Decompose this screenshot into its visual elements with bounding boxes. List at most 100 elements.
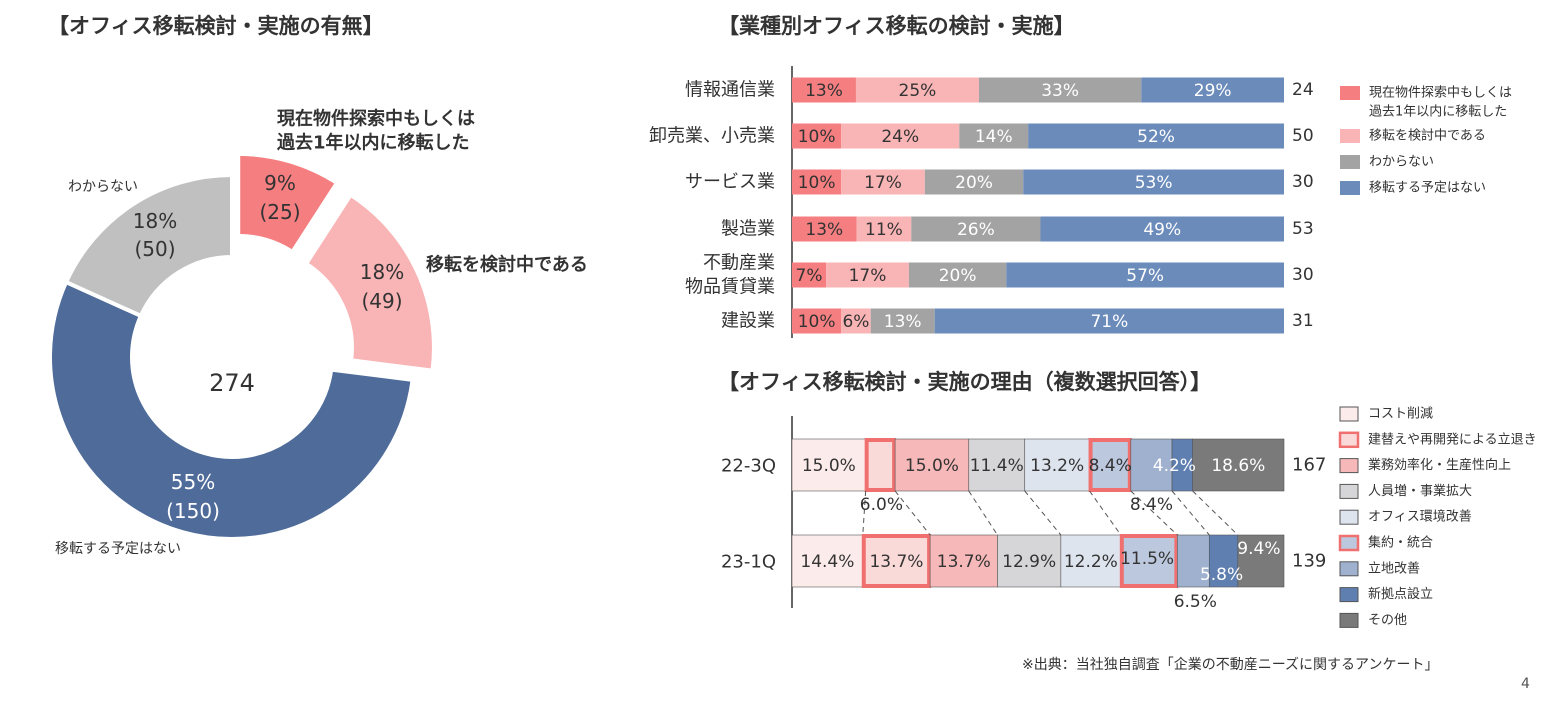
reasons-segment-label: 15.0%: [905, 456, 959, 476]
industry-segment-label: 29%: [1194, 81, 1232, 101]
industry-bar-segment: [855, 77, 979, 103]
industry-segment-label: 24%: [881, 127, 919, 147]
reasons-row-label: 23-1Q: [721, 552, 776, 573]
industry-segment-label: 52%: [1137, 127, 1175, 147]
reasons-bar-segment: [1060, 534, 1122, 588]
industry-n-label: 24: [1292, 80, 1314, 100]
donut-slice: [236, 151, 340, 255]
reasons-legend-label: その他: [1368, 613, 1407, 628]
reasons-bar-segment: [894, 438, 970, 492]
reasons-bar-segment: [791, 438, 866, 492]
reasons-legend-label: 業務効率化・生産性向上: [1368, 457, 1511, 473]
source-note: ※出典：当社独自調査「企業の不動産ニーズに関するアンケート」: [1022, 657, 1439, 673]
reasons-legend-label: 集約・統合: [1368, 535, 1433, 551]
industry-category-label: 物品賃貸業: [685, 277, 775, 298]
industry-bar-segment: [1141, 77, 1284, 103]
donut-slice: [303, 192, 436, 373]
industry-n-label: 53: [1292, 219, 1314, 239]
industry-bar-segment: [978, 77, 1142, 103]
industry-legend-label: 移転を検討中である: [1369, 128, 1486, 144]
reasons-bar-segment: [1177, 534, 1210, 588]
reasons-legend-swatch: [1339, 587, 1359, 603]
reasons-segment-label: 6.0%: [860, 495, 903, 515]
reasons-segment-label: 6.5%: [1174, 592, 1217, 612]
reasons-bar-segment: [1237, 534, 1285, 588]
industry-segment-label: 57%: [1126, 266, 1164, 286]
industry-bar-segment: [1006, 262, 1284, 288]
slice-percent-label: 55%: [171, 470, 215, 494]
reasons-segment-label: 11.5%: [1120, 549, 1174, 569]
industry-category-label: 卸売業、小売業: [649, 126, 775, 147]
industry-bar-segment: [870, 308, 935, 334]
industry-segment-label: 7%: [796, 266, 823, 286]
donut-slice: [63, 172, 234, 319]
reasons-bar-segment: [929, 534, 998, 588]
reasons-segment-label: 15.0%: [802, 456, 856, 476]
industry-legend-label: 過去1年以内に移転した: [1369, 104, 1507, 120]
reasons-legend-label: オフィス環境改善: [1368, 509, 1472, 525]
reasons-legend-swatch: [1339, 483, 1359, 499]
reasons-bar-segment: [1120, 534, 1178, 588]
industry-segment-label: 53%: [1135, 173, 1173, 193]
industry-segment-label: 10%: [798, 173, 836, 193]
industry-segment-label: 6%: [842, 312, 869, 332]
reasons-bar-segment: [1192, 438, 1285, 492]
industry-segment-label: 13%: [805, 220, 843, 240]
reasons-segment-label: 14.4%: [800, 552, 854, 572]
slice-count-label: (49): [361, 289, 402, 313]
slice-percent-label: 18%: [360, 260, 404, 284]
industry-segment-label: 20%: [939, 266, 977, 286]
reasons-connector-line: [894, 490, 931, 536]
industry-bar-segment: [934, 308, 1284, 334]
reasons-n-label: 139: [1292, 551, 1326, 572]
industry-segment-label: 17%: [864, 173, 902, 193]
reasons-bar-segment: [1130, 438, 1173, 492]
industry-category-label: 製造業: [721, 219, 775, 240]
reasons-legend-label: コスト削減: [1368, 406, 1433, 422]
reasons-bar-segment: [1024, 438, 1090, 492]
donut-chart-title: 【オフィス移転検討・実施の有無】: [48, 14, 384, 38]
industry-category-label: 不動産業: [703, 253, 775, 274]
reasons-legend-swatch: [1338, 534, 1360, 552]
industry-bar-segment: [856, 216, 912, 242]
reasons-segment-label: 4.2%: [1153, 456, 1196, 476]
reasons-connector-line: [1024, 490, 1062, 536]
industry-bar-segment: [792, 308, 842, 334]
industry-bar-segment: [792, 77, 856, 103]
industry-legend-label: 現在物件探索中もしくは: [1369, 86, 1512, 101]
industry-segment-label: 20%: [955, 173, 993, 193]
slice-count-label: (150): [166, 499, 220, 523]
reasons-bar-segment: [865, 438, 896, 492]
industry-segment-label: 26%: [957, 220, 995, 240]
reasons-segment-label: 13.2%: [1030, 456, 1084, 476]
industry-segment-label: 49%: [1143, 220, 1181, 240]
industry-bar-segment: [924, 169, 1024, 195]
reasons-connector-line: [968, 490, 998, 536]
industry-segment-label: 11%: [865, 220, 903, 240]
slice-percent-label: 9%: [264, 171, 296, 195]
industry-bar-segment: [841, 169, 925, 195]
industry-bar-segment: [959, 123, 1029, 149]
industry-legend-swatch: [1340, 86, 1360, 100]
industry-category-label: サービス業: [685, 172, 775, 193]
industry-bar-segment: [792, 123, 842, 149]
reasons-highlight-frame: [861, 534, 932, 588]
industry-chart-title: 【業種別オフィス移転の検討・実施】: [718, 14, 1075, 38]
reasons-bar-segment: [791, 534, 864, 588]
reasons-highlight-frame: [1119, 534, 1179, 588]
reasons-segment-label: 12.2%: [1064, 552, 1118, 572]
reasons-segment-label: 18.6%: [1211, 456, 1265, 476]
industry-legend-label: わからない: [1369, 155, 1434, 170]
reasons-n-label: 167: [1292, 455, 1326, 476]
reasons-legend-label: 人員増・事業拡大: [1368, 483, 1472, 499]
reasons-bar-segment: [1208, 534, 1239, 588]
donut-total-label: 274: [209, 369, 255, 397]
industry-segment-label: 17%: [849, 266, 887, 286]
slice-category-label: 移転を検討中である: [426, 254, 588, 276]
industry-bar-segment: [826, 262, 909, 288]
industry-bar-segment: [792, 262, 827, 288]
industry-bar-segment: [792, 216, 857, 242]
slice-category-label: 移転する予定はない: [55, 541, 181, 557]
